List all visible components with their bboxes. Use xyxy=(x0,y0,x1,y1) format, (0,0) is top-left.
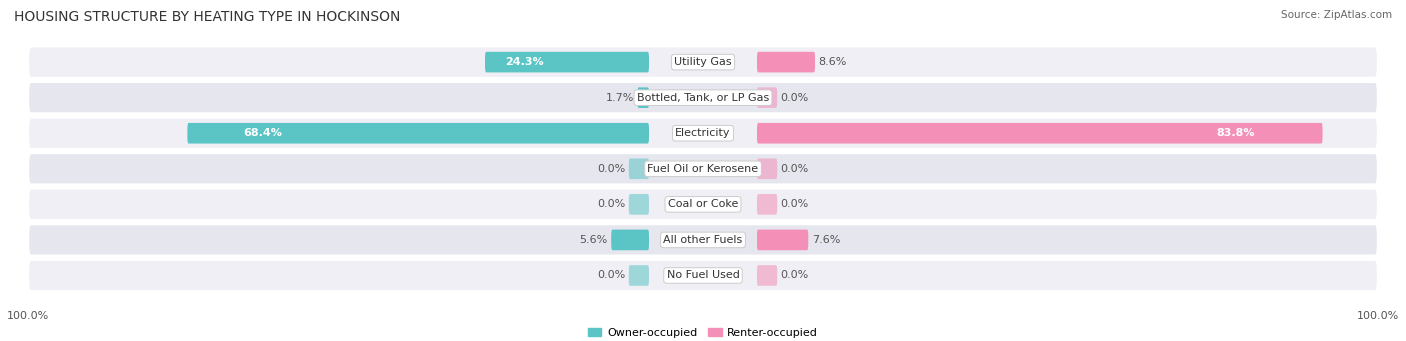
Text: 68.4%: 68.4% xyxy=(243,128,281,138)
FancyBboxPatch shape xyxy=(612,229,650,250)
Text: 1.7%: 1.7% xyxy=(606,93,634,103)
Text: 100.0%: 100.0% xyxy=(1357,311,1399,321)
Text: 0.0%: 0.0% xyxy=(780,270,808,281)
FancyBboxPatch shape xyxy=(28,224,1378,255)
Text: 5.6%: 5.6% xyxy=(579,235,607,245)
Text: Utility Gas: Utility Gas xyxy=(675,57,731,67)
Text: All other Fuels: All other Fuels xyxy=(664,235,742,245)
FancyBboxPatch shape xyxy=(187,123,650,144)
Text: Coal or Coke: Coal or Coke xyxy=(668,199,738,209)
FancyBboxPatch shape xyxy=(628,194,650,215)
Text: 0.0%: 0.0% xyxy=(598,164,626,174)
FancyBboxPatch shape xyxy=(756,52,815,72)
FancyBboxPatch shape xyxy=(485,52,650,72)
Text: 0.0%: 0.0% xyxy=(598,199,626,209)
FancyBboxPatch shape xyxy=(628,265,650,286)
Text: 24.3%: 24.3% xyxy=(505,57,543,67)
Text: 83.8%: 83.8% xyxy=(1216,128,1254,138)
FancyBboxPatch shape xyxy=(756,229,808,250)
Text: 100.0%: 100.0% xyxy=(7,311,49,321)
FancyBboxPatch shape xyxy=(756,159,778,179)
Text: Bottled, Tank, or LP Gas: Bottled, Tank, or LP Gas xyxy=(637,93,769,103)
FancyBboxPatch shape xyxy=(756,265,778,286)
FancyBboxPatch shape xyxy=(28,82,1378,113)
Text: 0.0%: 0.0% xyxy=(780,164,808,174)
FancyBboxPatch shape xyxy=(28,260,1378,291)
FancyBboxPatch shape xyxy=(628,159,650,179)
FancyBboxPatch shape xyxy=(28,118,1378,149)
Text: 7.6%: 7.6% xyxy=(811,235,839,245)
FancyBboxPatch shape xyxy=(756,123,1323,144)
FancyBboxPatch shape xyxy=(28,153,1378,184)
Text: HOUSING STRUCTURE BY HEATING TYPE IN HOCKINSON: HOUSING STRUCTURE BY HEATING TYPE IN HOC… xyxy=(14,10,401,24)
Text: Electricity: Electricity xyxy=(675,128,731,138)
Text: 8.6%: 8.6% xyxy=(818,57,846,67)
FancyBboxPatch shape xyxy=(637,87,650,108)
Text: Source: ZipAtlas.com: Source: ZipAtlas.com xyxy=(1281,10,1392,20)
Text: Fuel Oil or Kerosene: Fuel Oil or Kerosene xyxy=(647,164,759,174)
Text: 0.0%: 0.0% xyxy=(780,199,808,209)
Legend: Owner-occupied, Renter-occupied: Owner-occupied, Renter-occupied xyxy=(583,324,823,341)
Text: 0.0%: 0.0% xyxy=(780,93,808,103)
FancyBboxPatch shape xyxy=(28,46,1378,78)
FancyBboxPatch shape xyxy=(756,87,778,108)
Text: 0.0%: 0.0% xyxy=(598,270,626,281)
FancyBboxPatch shape xyxy=(28,189,1378,220)
FancyBboxPatch shape xyxy=(756,194,778,215)
Text: No Fuel Used: No Fuel Used xyxy=(666,270,740,281)
